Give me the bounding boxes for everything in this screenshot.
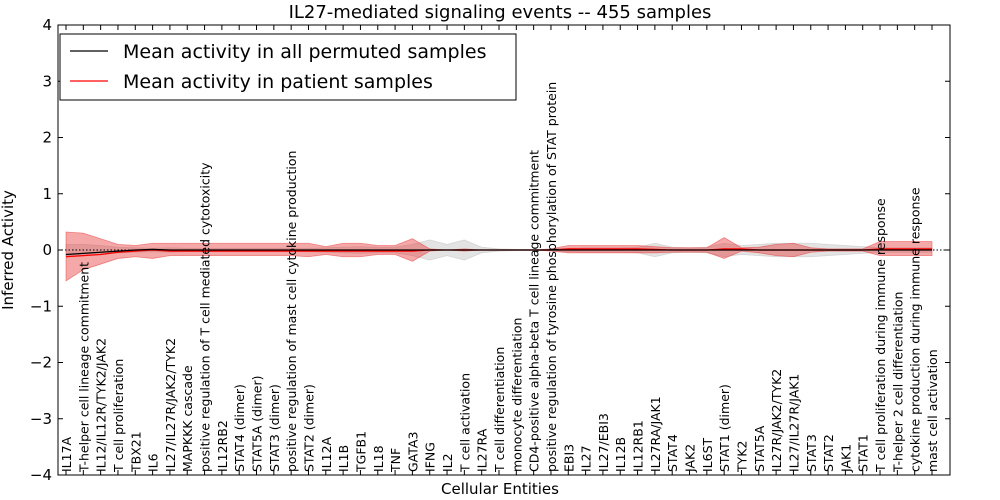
x-tick-label: IL27/EBI3 bbox=[596, 413, 611, 472]
legend-label-permuted: Mean activity in all permuted samples bbox=[123, 41, 486, 63]
chart-title: IL27-mediated signaling events -- 455 sa… bbox=[289, 2, 712, 23]
x-tick-label: positive regulation of T cell mediated c… bbox=[198, 162, 213, 472]
y-tick-label: 2 bbox=[42, 129, 52, 147]
x-tick-label: CD4-positive alpha-beta T cell lineage c… bbox=[527, 150, 542, 472]
x-tick-label: IL2 bbox=[440, 453, 455, 472]
x-tick-label: T cell proliferation during immune respo… bbox=[873, 198, 888, 473]
x-tick-label: STAT5A bbox=[752, 425, 767, 472]
x-tick-label: IL27/IL27R/JAK2/TYK2 bbox=[163, 338, 178, 472]
y-tick-label: −1 bbox=[30, 297, 52, 315]
x-tick-label: T cell proliferation bbox=[111, 359, 126, 473]
x-tick-label: IL12RB2 bbox=[215, 420, 230, 472]
y-tick-label: −3 bbox=[30, 410, 52, 428]
x-tick-label: IL27RA/JAK1 bbox=[648, 396, 663, 472]
x-tick-label: monocyte differentiation bbox=[509, 318, 524, 472]
x-tick-label: T cell activation bbox=[457, 373, 472, 473]
x-tick-label: IL27 bbox=[579, 445, 594, 472]
x-tick-label: STAT1 bbox=[856, 434, 871, 472]
x-tick-label: STAT4 bbox=[665, 434, 680, 472]
x-tick-label: IL12A bbox=[319, 436, 334, 472]
y-tick-label: 3 bbox=[42, 72, 52, 90]
x-tick-label: mast cell activation bbox=[925, 349, 940, 472]
x-tick-label: EBI3 bbox=[561, 444, 576, 472]
x-tick-label: STAT3 (dimer) bbox=[267, 384, 282, 472]
x-tick-label: IL12RB1 bbox=[631, 420, 646, 472]
legend-label-patient: Mean activity in patient samples bbox=[123, 71, 433, 93]
x-tick-label: JAK2 bbox=[683, 444, 698, 473]
x-tick-label: IL6 bbox=[146, 453, 161, 472]
x-tick-label: TBX21 bbox=[128, 431, 143, 473]
plot-area: −4 −3 −2 −1 0 1 2 3 4 IL17A T-helper cell lineage … bbox=[30, 16, 951, 484]
x-tick-label: MAPKKK cascade bbox=[180, 365, 195, 472]
permuted-mean-line bbox=[65, 248, 932, 256]
x-tick-label: TGFB1 bbox=[353, 431, 368, 473]
x-tick-label: JAK1 bbox=[838, 444, 853, 473]
x-tick-label: T cell differentiation bbox=[492, 347, 507, 473]
legend-box bbox=[59, 33, 517, 101]
x-tick-label: STAT2 (dimer) bbox=[301, 384, 316, 472]
x-tick-label: IL27/IL27R/JAK1 bbox=[786, 374, 801, 472]
x-tick-label: STAT1 (dimer) bbox=[717, 384, 732, 472]
x-tick-label: IL1B bbox=[336, 445, 351, 472]
x-axis-label: Cellular Entities bbox=[441, 480, 559, 498]
x-tick-label: IL12/IL12R/TYK2/JAK2 bbox=[94, 338, 109, 472]
x-tick-label: positive regulation of mast cell cytokin… bbox=[284, 151, 299, 472]
x-tick-label: GATA3 bbox=[405, 432, 420, 472]
x-tick-label: IL17A bbox=[59, 436, 74, 472]
x-tick-label: STAT4 (dimer) bbox=[232, 384, 247, 472]
x-tick-label: T-helper cell lineage commitment bbox=[76, 262, 91, 473]
x-tick-label: TNF bbox=[388, 448, 403, 473]
x-tick-label: IFNG bbox=[423, 442, 438, 472]
y-tick-label: −2 bbox=[30, 354, 52, 372]
y-axis-label: Inferred Activity bbox=[0, 190, 17, 310]
y-tick-label: 0 bbox=[42, 241, 52, 259]
x-tick-label: T-helper 2 cell differentiation bbox=[890, 292, 905, 473]
x-tick-label: STAT3 bbox=[804, 434, 819, 472]
y-tick-label: 1 bbox=[42, 185, 52, 203]
x-tick-label: IL27RA bbox=[475, 428, 490, 472]
x-tick-label: IL12B bbox=[613, 437, 628, 472]
y-tick-label: 4 bbox=[42, 16, 52, 34]
x-tick-label: IL18 bbox=[371, 445, 386, 472]
x-tick-label: STAT2 bbox=[821, 434, 836, 472]
legend: Mean activity in all permuted samples Me… bbox=[59, 33, 517, 101]
y-tick-label: −4 bbox=[30, 466, 52, 484]
x-tick-label: IL27R/JAK2/TYK2 bbox=[769, 369, 784, 472]
x-tick-label: STAT5A (dimer) bbox=[250, 376, 265, 472]
patient-range-band bbox=[65, 231, 933, 282]
x-tick-label: IL6ST bbox=[700, 437, 715, 472]
x-tick-label: TYK2 bbox=[734, 441, 749, 473]
x-tick-label: cytokine production during immune respon… bbox=[908, 187, 923, 472]
x-tick-label: positive regulation of tyrosine phosphor… bbox=[544, 82, 559, 472]
